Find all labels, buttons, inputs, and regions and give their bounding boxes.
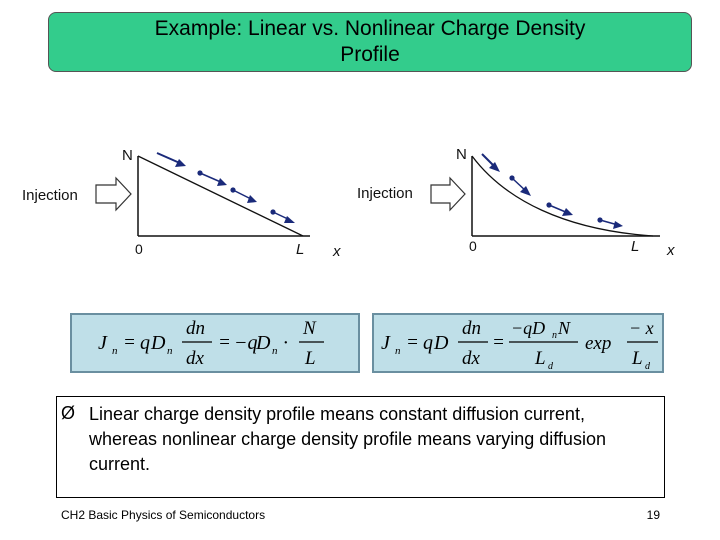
- eq-D: D: [433, 332, 449, 354]
- slide-title: Example: Linear vs. Nonlinear Charge Den…: [48, 12, 692, 72]
- origin-label: 0: [469, 238, 477, 254]
- nonlinear-current-equation: J n = q D dn dx = −qD n N L d exp − x L …: [372, 313, 664, 373]
- eq-frac2-den: L: [304, 348, 316, 369]
- eq-exp: exp: [585, 333, 611, 354]
- x-axis-label: x: [666, 242, 675, 259]
- bullet-text: Linear charge density profile means cons…: [89, 404, 606, 474]
- particle-arrows: [156, 152, 295, 223]
- eq-equals-1: =: [123, 332, 136, 353]
- injection-label: Injection: [357, 185, 413, 202]
- eq-q: q: [423, 332, 433, 354]
- eq-frac1-num: dn: [186, 318, 205, 339]
- footer-course: CH2 Basic Physics of Semiconductors: [61, 508, 266, 522]
- eq-frac3-den: L: [631, 348, 643, 369]
- end-label: L: [296, 241, 304, 258]
- origin-label: 0: [135, 241, 143, 257]
- end-label: L: [631, 238, 639, 255]
- eq-frac2-den-sub: d: [548, 361, 554, 371]
- eq-equals-1: =: [406, 332, 419, 353]
- eq-frac2-den: L: [534, 348, 546, 369]
- page-number: 19: [646, 508, 660, 522]
- eq-q: q: [140, 332, 150, 354]
- eq-equals-2: =: [492, 332, 505, 353]
- eq-D: D: [150, 332, 166, 354]
- eq-equals-2: =: [218, 332, 231, 353]
- eq-neg-q: −q: [234, 332, 258, 354]
- eq-lhs-sub: n: [395, 345, 401, 357]
- eq-frac3-num: − x: [629, 318, 654, 338]
- injection-arrow-icon: [95, 176, 132, 212]
- linear-profile-line: [137, 155, 304, 237]
- eq-dot: ·: [283, 332, 288, 354]
- x-axis-label: x: [332, 243, 341, 260]
- eq-frac2-num: N: [302, 318, 317, 339]
- linear-profile-figure: Injection N 0 L x: [20, 140, 350, 265]
- title-line-2: Profile: [340, 43, 400, 66]
- bullet-arrow-icon: Ø: [61, 403, 76, 423]
- y-axis-label: N: [456, 146, 467, 163]
- injection-label: Injection: [22, 187, 78, 204]
- eq-frac1-num: dn: [462, 318, 481, 339]
- particle-arrows: [481, 153, 623, 229]
- eq-frac2-num-sub: n: [552, 330, 557, 341]
- eq-lhs: J: [98, 332, 108, 354]
- eq-frac2-num-N: N: [557, 318, 571, 338]
- bullet-box: Ø Linear charge density profile means co…: [56, 396, 665, 498]
- nonlinear-profile-figure: Injection N 0 L x: [355, 140, 695, 265]
- nonlinear-profile-curve: [471, 155, 654, 237]
- title-line-1: Example: Linear vs. Nonlinear Charge Den…: [154, 17, 586, 40]
- eq-frac1-den: dx: [186, 348, 205, 369]
- eq-frac3-den-sub: d: [645, 361, 651, 371]
- eq-frac2-num: −qD: [511, 318, 545, 338]
- eq-lhs-sub: n: [112, 345, 118, 357]
- eq-D-sub: n: [167, 345, 173, 357]
- eq-D2: D: [255, 332, 271, 354]
- y-axis-label: N: [122, 147, 133, 164]
- eq-frac1-den: dx: [462, 348, 481, 369]
- eq-D2-sub: n: [272, 345, 278, 357]
- injection-arrow-icon: [430, 176, 466, 212]
- eq-lhs: J: [381, 332, 391, 354]
- linear-current-equation: J n = q D n dn dx = −q D n · N L: [70, 313, 360, 373]
